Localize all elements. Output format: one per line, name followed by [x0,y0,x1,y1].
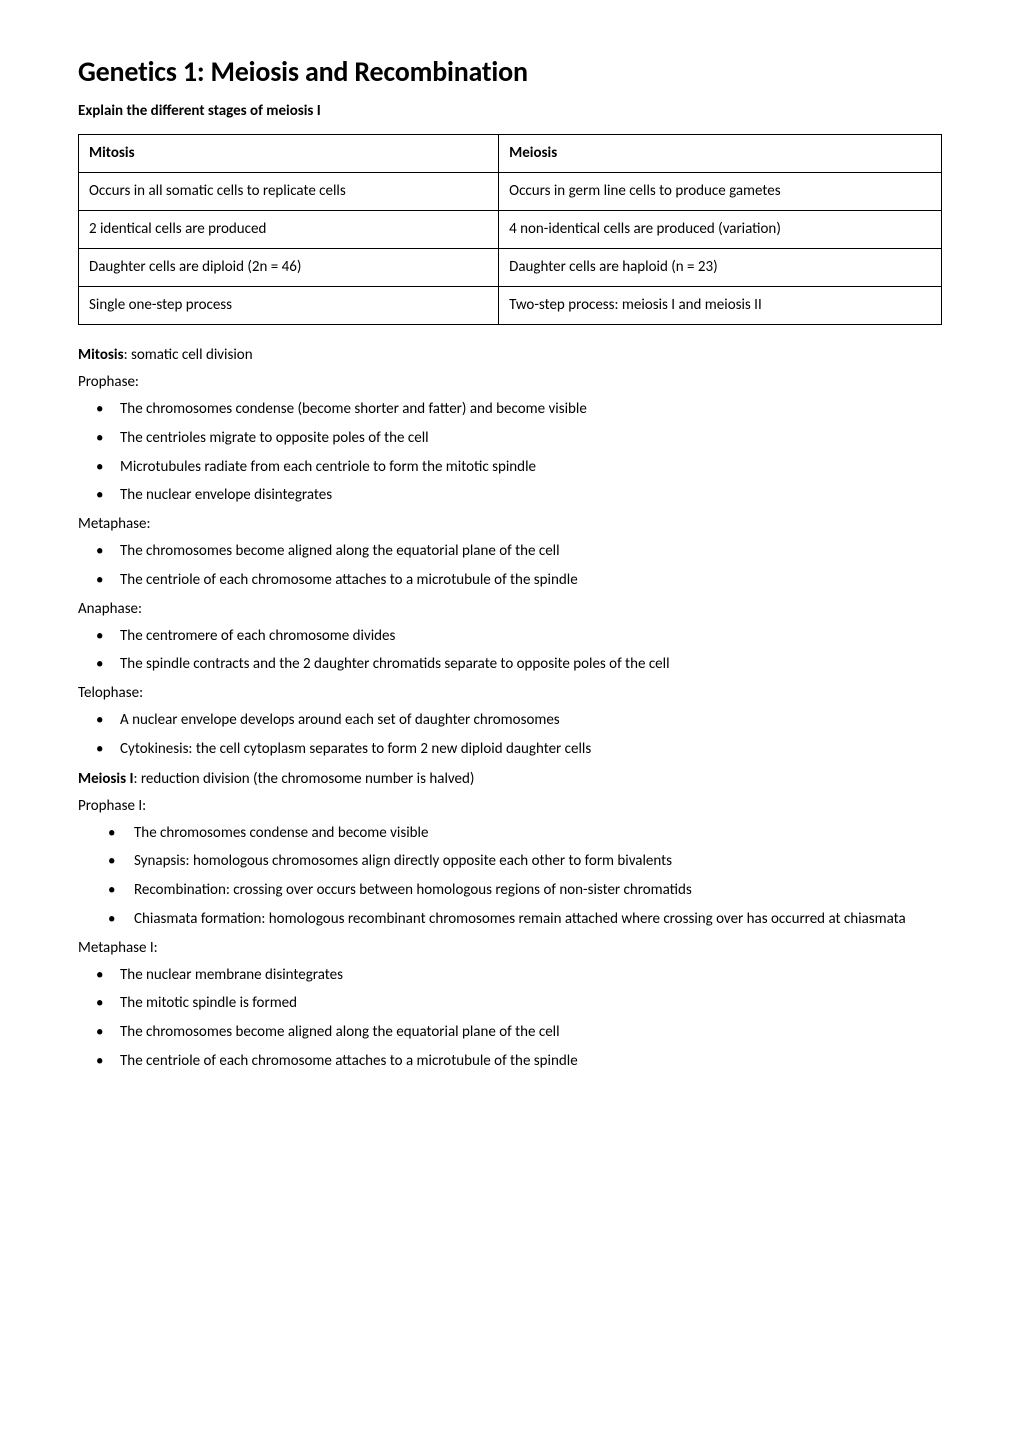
list-item: Recombination: crossing over occurs betw… [78,880,942,902]
table-row: Single one-step process Two-step process… [79,287,942,325]
list-item: The chromosomes become aligned along the… [78,1022,942,1044]
list-item: The centromere of each chromosome divide… [78,626,942,648]
table-header-row: Mitosis Meiosis [79,135,942,173]
table-cell: Single one-step process [79,287,499,325]
list-item: The chromosomes condense and become visi… [78,823,942,845]
list-item: Cytokinesis: the cell cytoplasm separate… [78,739,942,761]
table-cell: 2 identical cells are produced [79,211,499,249]
list-item: The nuclear membrane disintegrates [78,965,942,987]
phase-telophase: Telophase: [78,683,942,704]
mitosis-heading-rest: : somatic cell division [124,346,253,364]
list-item: Microtubules radiate from each centriole… [78,457,942,479]
telophase-list: A nuclear envelope develops around each … [78,710,942,761]
phase-metaphase-1: Metaphase I: [78,938,942,959]
table-header-mitosis: Mitosis [79,135,499,173]
table-cell: Occurs in germ line cells to produce gam… [499,173,942,211]
list-item: Synapsis: homologous chromosomes align d… [78,851,942,873]
prophase-list: The chromosomes condense (become shorter… [78,399,942,507]
phase-prophase-1: Prophase I: [78,796,942,817]
table-header-meiosis: Meiosis [499,135,942,173]
meiosis1-heading: Meiosis I: reduction division (the chrom… [78,769,942,790]
list-item: Chiasmata formation: homologous recombin… [78,909,942,931]
phase-prophase: Prophase: [78,372,942,393]
subheading: Explain the different stages of meiosis … [78,101,942,122]
prophase1-list: The chromosomes condense and become visi… [78,823,942,931]
list-item: The chromosomes become aligned along the… [78,541,942,563]
table-row: 2 identical cells are produced 4 non-ide… [79,211,942,249]
table-cell: 4 non-identical cells are produced (vari… [499,211,942,249]
comparison-table: Mitosis Meiosis Occurs in all somatic ce… [78,134,942,325]
phase-metaphase: Metaphase: [78,514,942,535]
list-item: The centriole of each chromosome attache… [78,1051,942,1073]
page-title: Genetics 1: Meiosis and Recombination [78,52,942,91]
metaphase1-list: The nuclear membrane disintegrates The m… [78,965,942,1073]
table-cell: Daughter cells are diploid (2n = 46) [79,249,499,287]
table-cell: Occurs in all somatic cells to replicate… [79,173,499,211]
list-item: The centriole of each chromosome attache… [78,570,942,592]
meiosis1-heading-rest: : reduction division (the chromosome num… [133,770,474,788]
list-item: The nuclear envelope disintegrates [78,485,942,507]
list-item: The centrioles migrate to opposite poles… [78,428,942,450]
meiosis1-heading-bold: Meiosis I [78,770,133,788]
list-item: The spindle contracts and the 2 daughter… [78,654,942,676]
table-cell: Daughter cells are haploid (n = 23) [499,249,942,287]
table-row: Daughter cells are diploid (2n = 46) Dau… [79,249,942,287]
list-item: The mitotic spindle is formed [78,993,942,1015]
list-item: The chromosomes condense (become shorter… [78,399,942,421]
mitosis-heading: Mitosis: somatic cell division [78,345,942,366]
phase-anaphase: Anaphase: [78,599,942,620]
metaphase-list: The chromosomes become aligned along the… [78,541,942,592]
mitosis-heading-bold: Mitosis [78,346,124,364]
table-cell: Two-step process: meiosis I and meiosis … [499,287,942,325]
list-item: A nuclear envelope develops around each … [78,710,942,732]
table-row: Occurs in all somatic cells to replicate… [79,173,942,211]
anaphase-list: The centromere of each chromosome divide… [78,626,942,677]
